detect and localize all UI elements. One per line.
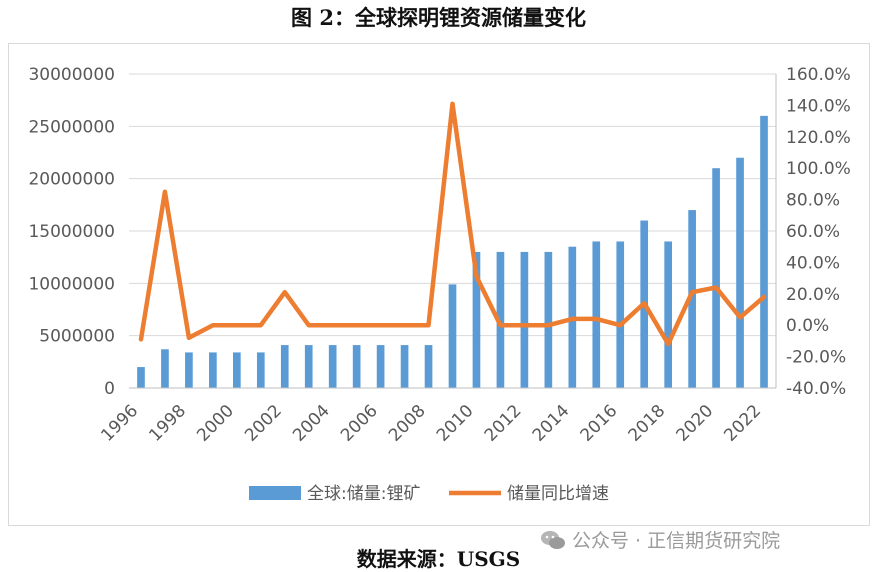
x-tick-label: 2016 [577, 401, 622, 446]
x-tick-label: 1996 [97, 401, 142, 446]
y-left-tick-label: 25000000 [28, 117, 115, 137]
x-tick-label: 2022 [720, 401, 765, 446]
bar [209, 352, 217, 388]
x-tick-label: 2006 [337, 401, 382, 446]
bar [256, 352, 265, 388]
x-tick-label: 2018 [625, 401, 670, 446]
bar [424, 345, 433, 388]
y-right-tick-label: 120.0% [786, 128, 851, 148]
bar [664, 241, 673, 388]
y-right-tick-label: 40.0% [786, 253, 840, 273]
chart-frame: 0 5000000 10000000 15000000 20000000 25000000… [8, 43, 870, 526]
watermark-text: 公众号 · 正信期货研究院 [572, 530, 781, 552]
line-series [138, 101, 767, 347]
y-left-tick-label: 5000000 [39, 327, 115, 347]
legend-bar-swatch [249, 486, 301, 500]
y-right-tick-label: 160.0% [786, 65, 851, 85]
y-right-tick-label: 100.0% [786, 159, 851, 179]
bar [376, 345, 385, 388]
y-left-tick-label: 15000000 [28, 222, 115, 242]
bar [472, 251, 481, 388]
bar [760, 115, 768, 388]
y-left-tick-label: 20000000 [28, 170, 115, 190]
y-left-tick-label: 10000000 [28, 274, 115, 294]
bar [736, 157, 744, 388]
bar [400, 345, 409, 388]
y-right-tick-label: 80.0% [786, 191, 840, 211]
x-tick-label: 2020 [673, 401, 718, 446]
watermark: 公众号 · 正信期货研究院 [540, 526, 780, 553]
bar [496, 251, 505, 388]
growth-line [138, 101, 767, 347]
lithium-reserves-chart: 0 5000000 10000000 15000000 20000000 25000000… [28, 65, 850, 504]
figure-title: 图 2：全球探明锂资源储量变化 [291, 5, 586, 30]
bar [161, 349, 169, 388]
y-left-tick-label: 0 [104, 379, 115, 399]
y-right-tick-label: -20.0% [786, 348, 846, 368]
bar [137, 367, 145, 388]
bar [185, 352, 193, 388]
y-right-tick-label: 140.0% [786, 96, 851, 116]
bar [448, 284, 457, 388]
wechat-icon [540, 530, 566, 550]
legend-line-label: 储量同比增速 [507, 484, 609, 504]
bar-series [137, 115, 768, 388]
legend: 全球:储量:锂矿 储量同比增速 [249, 484, 609, 504]
legend-bar-label: 全球:储量:锂矿 [307, 484, 420, 504]
axes: 0 5000000 10000000 15000000 20000000 25000000… [28, 65, 850, 446]
bar [520, 251, 529, 388]
x-tick-label: 2000 [193, 401, 238, 446]
bar [280, 345, 289, 388]
x-tick-label: 2010 [433, 401, 478, 446]
x-tick-label: 2014 [529, 401, 574, 446]
y-right-tick-label: 0.0% [786, 316, 829, 336]
bar [592, 241, 601, 388]
x-tick-label: 2002 [241, 401, 286, 446]
bar [616, 241, 625, 388]
x-tick-label: 2004 [289, 401, 334, 446]
bar [232, 352, 241, 388]
x-tick-label: 2008 [385, 401, 430, 446]
y-right-tick-label: -40.0% [786, 379, 846, 399]
bar [304, 345, 313, 388]
y-right-tick-label: 60.0% [786, 222, 840, 242]
x-tick-label: 1998 [145, 401, 190, 446]
source-note: 数据来源：USGS [356, 547, 521, 571]
bar [352, 345, 361, 388]
grid-lines [129, 73, 776, 389]
x-tick-label: 2012 [481, 401, 526, 446]
y-right-tick-label: 20.0% [786, 285, 840, 305]
bar [328, 345, 337, 388]
bar [688, 210, 696, 388]
y-left-tick-label: 30000000 [28, 65, 115, 85]
bar [712, 168, 720, 388]
bar [544, 251, 553, 388]
